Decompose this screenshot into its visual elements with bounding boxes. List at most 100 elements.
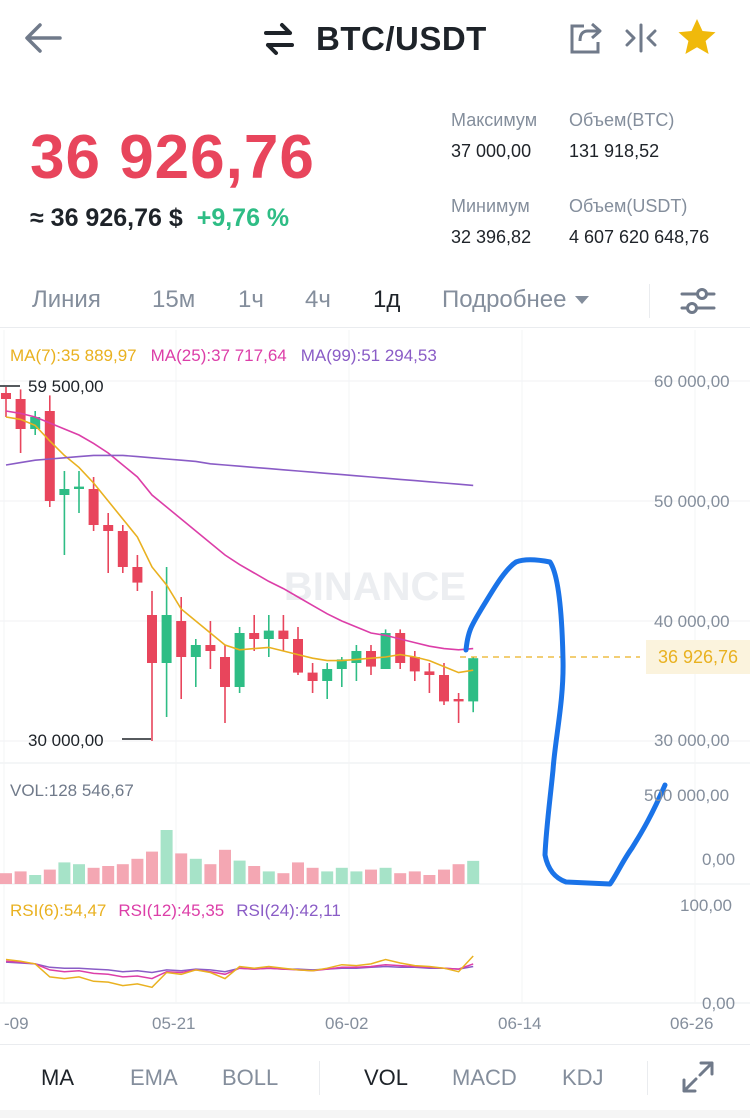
watermark-text: BINANCE — [284, 565, 466, 609]
tab-more[interactable]: Подробнее — [442, 286, 590, 314]
indicator-kdj[interactable]: KDJ — [562, 1065, 604, 1090]
candlestick-chart[interactable]: BINANCE — [0, 330, 750, 1040]
ma25-label: MA(25):37 717,64 — [150, 346, 287, 365]
rsi6-line — [5, 955, 474, 989]
back-arrow-icon[interactable] — [22, 20, 64, 56]
date-label: 06-02 — [325, 1014, 369, 1033]
current-price-tag: 36 926,76 — [646, 640, 750, 674]
indicator-ema[interactable]: EMA — [130, 1065, 178, 1090]
volume-bar — [87, 867, 100, 884]
candle-body — [117, 531, 128, 567]
candle-body — [30, 417, 41, 429]
volume-bar — [335, 867, 348, 884]
candle-body — [395, 633, 406, 663]
candle-body — [468, 658, 479, 702]
volume-bar — [262, 871, 275, 884]
candle-body — [307, 672, 318, 681]
chart-settings-icon[interactable] — [680, 286, 716, 316]
volume-bar — [58, 862, 71, 884]
ma25-line — [5, 410, 474, 651]
candles — [1, 387, 479, 741]
candle-body — [293, 639, 303, 673]
favorite-star-icon[interactable] — [676, 17, 718, 57]
volume-bar — [131, 858, 144, 884]
ma-legend: MA(7):35 889,97 MA(25):37 717,64 MA(99):… — [10, 346, 437, 366]
candle-body — [351, 651, 362, 663]
rsi-legend: RSI(6):54,47 RSI(12):45,35 RSI(24):42,11 — [10, 901, 341, 921]
candle-body — [453, 699, 464, 702]
rsi6-label: RSI(6):54,47 — [10, 901, 107, 920]
candle-body — [161, 615, 172, 663]
ma7-line — [5, 416, 474, 674]
volume-bar — [438, 869, 450, 884]
volume-bar — [452, 864, 465, 884]
compare-icon[interactable] — [624, 22, 658, 54]
volume-bars — [0, 830, 480, 884]
volume-bar — [379, 867, 392, 884]
rsi24-label: RSI(24):42,11 — [236, 901, 341, 920]
volume-bar — [321, 871, 334, 884]
price-axis-label: 50 000,00 — [654, 492, 730, 511]
candle-body — [220, 657, 230, 687]
swap-icon — [264, 23, 294, 55]
candle-body — [59, 489, 70, 495]
tab-4h[interactable]: 4ч — [305, 286, 331, 313]
rsi-axis-label: 100,00 — [680, 896, 732, 915]
volume-bar — [116, 864, 129, 884]
candle-body — [263, 630, 274, 639]
tab-1h[interactable]: 1ч — [238, 286, 264, 313]
stat-vol-btc-label: Объем(BTC) — [569, 110, 675, 130]
rsi-lines — [5, 955, 474, 989]
stat-vol-usdt-value: 4 607 620 648,76 — [569, 227, 710, 247]
indicator-ma[interactable]: MA — [41, 1065, 74, 1090]
indicator-boll[interactable]: BOLL — [222, 1065, 279, 1090]
candle-body — [190, 645, 201, 657]
volume-axis-label: 0,00 — [702, 850, 736, 869]
tabs-divider — [649, 284, 650, 318]
share-icon[interactable] — [568, 20, 604, 56]
volume-bar — [233, 860, 246, 884]
ma7-label: MA(7):35 889,97 — [10, 346, 137, 365]
date-label: -09 — [4, 1014, 29, 1033]
stat-high: Максимум 37 000,00 — [451, 110, 537, 162]
indicator-divider — [647, 1061, 648, 1095]
last-price: 36 926,76 — [30, 123, 315, 192]
candle-body — [176, 621, 187, 657]
indicator-divider — [319, 1061, 320, 1095]
stat-low: Минимум 32 396,82 — [451, 196, 531, 248]
candle-body — [424, 671, 435, 675]
indicator-macd[interactable]: MACD — [452, 1065, 517, 1090]
candle-body — [88, 489, 99, 525]
volume-bar — [350, 871, 363, 884]
date-label: 05-21 — [152, 1014, 196, 1033]
ma99-line — [5, 454, 474, 487]
volume-bar — [306, 867, 319, 884]
candle-body — [132, 567, 143, 583]
fullscreen-expand-icon[interactable] — [680, 1059, 716, 1095]
low-marker-label: 30 000,00 — [28, 731, 104, 750]
tab-15m[interactable]: 15м — [152, 286, 196, 313]
price-sub-line: ≈ 36 926,76 $ +9,76 % — [30, 204, 289, 233]
tab-more-label: Подробнее — [442, 286, 567, 313]
tab-1d[interactable]: 1д — [373, 286, 401, 313]
indicator-vol[interactable]: VOL — [364, 1065, 409, 1090]
date-label: 06-14 — [498, 1014, 542, 1033]
stat-high-label: Максимум — [451, 110, 538, 130]
stat-vol-usdt: Объем(USDT) 4 607 620 648,76 — [569, 196, 709, 248]
candle-body — [234, 633, 245, 687]
volume-bar — [277, 873, 290, 884]
indicator-bar: MA EMA BOLL VOL MACD KDJ — [0, 1044, 750, 1110]
price-axis-label: 30 000,00 — [654, 731, 730, 750]
volume-bar — [146, 851, 158, 884]
candle-body — [205, 645, 216, 651]
volume-bar — [189, 858, 202, 884]
chart-area[interactable]: BINANCE — [0, 330, 750, 1040]
pair-selector[interactable]: BTC/USDT — [262, 18, 487, 60]
price-change-percent: +9,76 % — [196, 204, 290, 232]
volume-bar — [219, 849, 231, 884]
interval-tabs: Линия 15м 1ч 4ч 1д Подробнее — [0, 276, 750, 328]
top-bar: BTC/USDT — [0, 0, 750, 78]
volume-bar — [248, 866, 261, 884]
volume-bar — [394, 873, 407, 884]
tab-line[interactable]: Линия — [32, 286, 101, 313]
